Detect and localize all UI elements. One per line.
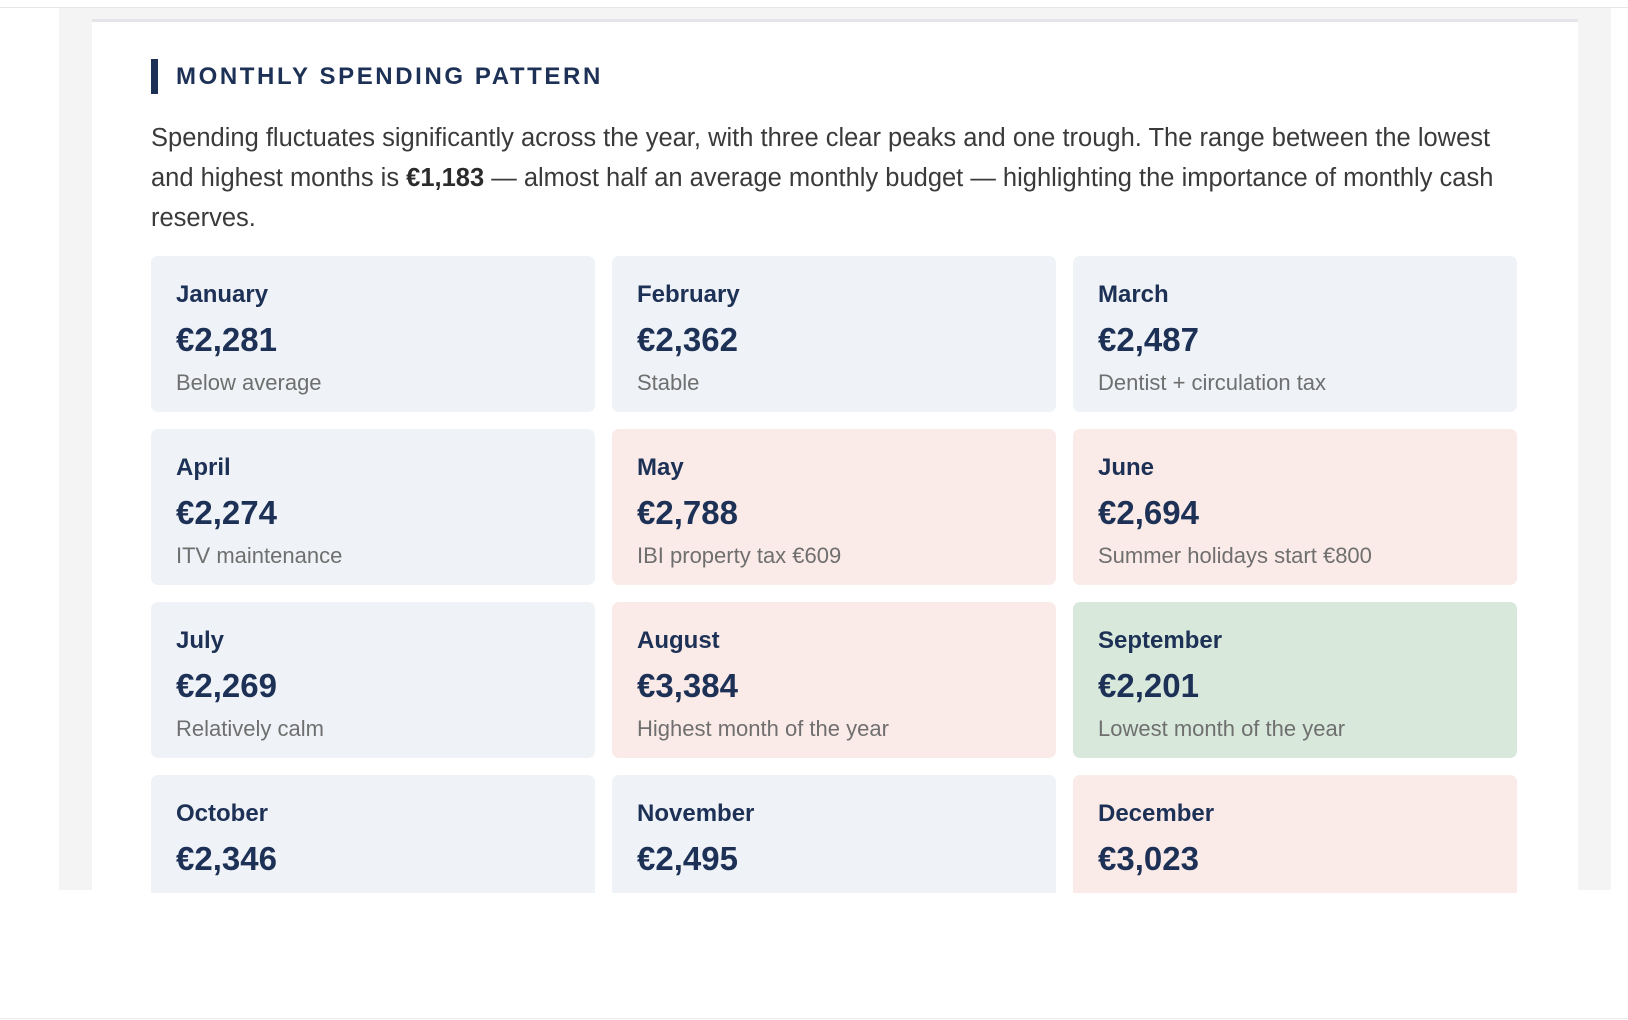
intro-text-end: — almost half an average monthly budget … [151,164,1494,232]
month-name: March [1098,281,1169,308]
month-amount: €2,694 [1098,494,1199,531]
month-name: June [1098,454,1155,481]
month-card: March €2,487 Dentist + circulation tax [1073,256,1517,412]
section-title: MONTHLY SPENDING PATTERN [176,62,603,90]
month-amount: €2,201 [1098,667,1199,704]
month-card: April €2,274 ITV maintenance [151,429,595,585]
month-amount: €2,269 [176,667,277,704]
bottom-divider [0,1018,1628,1019]
month-name: December [1098,800,1215,827]
month-note: IBI property tax €609 [637,543,842,568]
month-card: October €2,346 [151,775,595,893]
section-heading: MONTHLY SPENDING PATTERN [151,59,603,94]
month-amount: €2,788 [637,494,738,531]
month-name: September [1098,627,1223,654]
month-name: May [637,454,684,481]
month-name: January [176,281,269,308]
month-note: Highest month of the year [637,716,889,741]
month-amount: €2,362 [637,321,738,358]
month-card: September €2,201 Lowest month of the yea… [1073,602,1517,758]
month-name: July [176,627,225,654]
month-card: December €3,023 [1073,775,1517,893]
month-name: February [637,281,740,308]
month-card: May €2,788 IBI property tax €609 [612,429,1056,585]
intro-text-start: Spending fluctuates significantly across… [151,124,1491,192]
month-grid: January €2,281 Below average February €2… [151,256,1530,893]
month-amount: €2,281 [176,321,277,358]
month-card: November €2,495 [612,775,1056,893]
month-note: Dentist + circulation tax [1098,370,1327,395]
month-amount: €3,384 [637,667,738,704]
month-note: Summer holidays start €800 [1098,543,1372,568]
month-amount: €2,495 [637,840,738,877]
section-intro: Spending fluctuates significantly across… [151,118,1531,238]
month-card: February €2,362 Stable [612,256,1056,412]
spending-pattern-panel: MONTHLY SPENDING PATTERN Spending fluctu… [92,19,1578,893]
month-name: November [637,800,755,827]
month-note: Lowest month of the year [1098,716,1346,741]
month-name: April [176,454,231,481]
month-amount: €2,346 [176,840,277,877]
month-note: Stable [637,370,700,395]
month-amount: €3,023 [1098,840,1199,877]
month-amount: €2,487 [1098,321,1199,358]
month-card: July €2,269 Relatively calm [151,602,595,758]
month-card: January €2,281 Below average [151,256,595,412]
month-amount: €2,274 [176,494,277,531]
section-accent-bar [151,59,158,94]
month-card: June €2,694 Summer holidays start €800 [1073,429,1517,585]
month-note: ITV maintenance [176,543,343,568]
month-card: August €3,384 Highest month of the year [612,602,1056,758]
month-note: Relatively calm [176,716,324,741]
month-note: Below average [176,370,322,395]
month-name: October [176,800,269,827]
month-name: August [637,627,720,654]
top-divider [0,0,1628,8]
intro-range-highlight: €1,183 [406,164,485,192]
